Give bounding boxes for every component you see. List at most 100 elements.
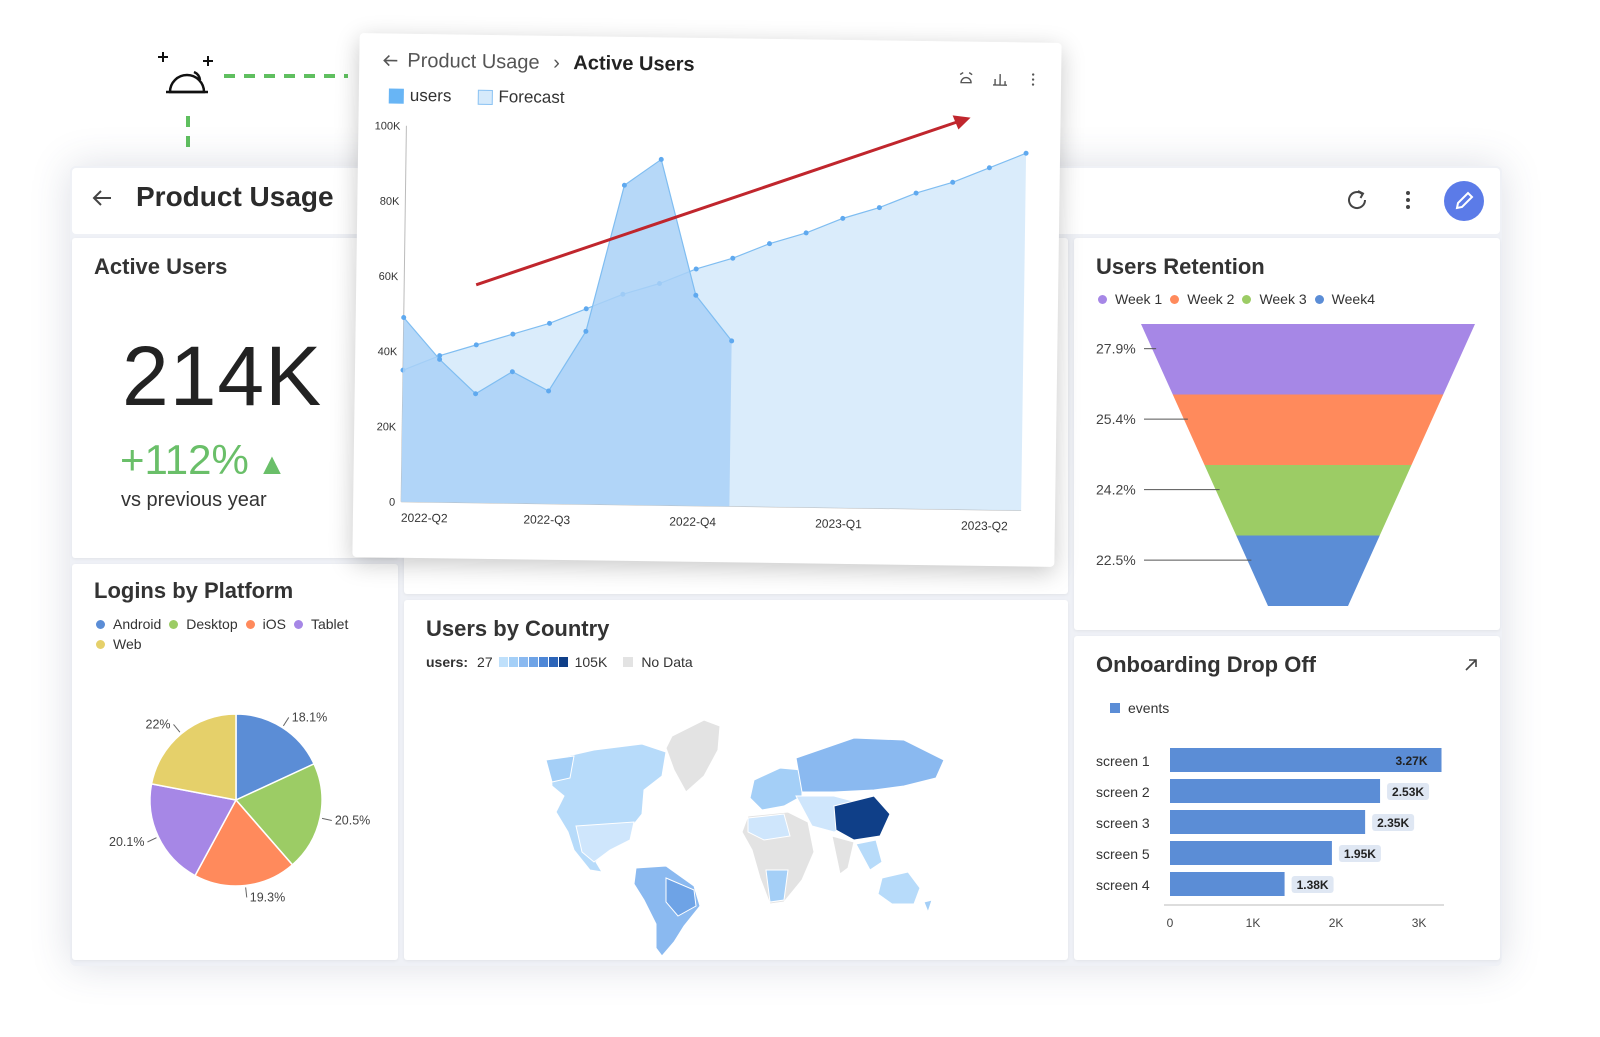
slice-label: 20.1%	[109, 835, 144, 849]
slice-label: 19.3%	[250, 890, 285, 904]
back-arrow-icon[interactable]	[381, 51, 399, 69]
data-point	[583, 328, 589, 334]
legend-dot	[293, 619, 303, 629]
funnel-segment	[1141, 324, 1475, 395]
pie-slice	[149, 783, 238, 877]
platform-legend: Android Desktop iOS Tablet Web	[96, 616, 376, 652]
more-options-icon[interactable]	[1394, 186, 1422, 214]
world-map	[545, 719, 945, 957]
slice-leader-line	[245, 887, 248, 898]
y-tick-label: 100K	[375, 120, 402, 132]
trend-arrowhead	[952, 115, 971, 130]
scale-step	[518, 657, 528, 667]
map-region	[665, 719, 721, 793]
scale-step	[508, 657, 518, 667]
legend-item: Web	[96, 636, 142, 652]
bar-label: 3.27K	[1395, 754, 1427, 768]
data-point	[913, 190, 919, 196]
legend-dot	[96, 619, 105, 629]
users-by-country-card[interactable]: Users by Country users: 27 105K No Data	[404, 600, 1068, 960]
scale-step	[538, 657, 548, 667]
bar-label-bg	[1372, 814, 1415, 831]
legend-label: Desktop	[186, 616, 238, 632]
data-point	[730, 255, 736, 261]
pencil-icon	[1455, 191, 1474, 210]
x-tick-label: 2022-Q3	[523, 512, 570, 527]
dashboard-header: Product Usage	[72, 168, 1500, 234]
logins-by-platform-card[interactable]: Logins by Platform Android Desktop iOS Tabl…	[72, 564, 398, 960]
bar-label: 1.95K	[1344, 847, 1376, 861]
legend-item: Week 1	[1098, 291, 1162, 307]
active-users-area-chart: 0 20K 40K 60K 80K 100K 2022-Q2 2022-Q3 2022-Q4 20…	[375, 115, 1029, 533]
funnel-label: 24.2%	[1096, 482, 1136, 498]
card-title: Logins by Platform	[94, 578, 294, 603]
data-point	[693, 266, 699, 272]
data-point	[583, 306, 589, 312]
map-region	[855, 839, 883, 871]
bar-label-bg	[1291, 876, 1334, 893]
legend-label: Week 2	[1187, 291, 1235, 307]
active-users-popup[interactable]: Product Usage › Active Users users Forec…	[352, 33, 1062, 567]
alarm-icon[interactable]	[957, 69, 975, 87]
category-label: screen 5	[1096, 846, 1150, 862]
legend-item: Tablet	[293, 616, 349, 632]
refresh-icon[interactable]	[1343, 186, 1371, 214]
map-region	[833, 795, 891, 841]
bar-label: 1.38K	[1297, 878, 1329, 892]
y-tick-label: 0	[389, 497, 395, 509]
onboarding-drop-off-card[interactable]: Onboarding Drop Off events 0 1K 2K 3K screen…	[1074, 636, 1500, 960]
connector-decoration	[158, 52, 348, 150]
dashboard: Product Usage Active Users 214K +112% ▲ …	[70, 166, 1502, 966]
page-title: Product Usage	[136, 181, 334, 212]
scale-step	[548, 657, 558, 667]
slice-label: 22%	[146, 717, 171, 731]
chart-type-icon[interactable]	[991, 70, 1009, 88]
legend-label: Tablet	[310, 616, 349, 632]
data-point	[473, 391, 479, 397]
more-options-icon[interactable]	[1024, 70, 1042, 88]
legend-item: Week4	[1314, 291, 1375, 307]
legend-item: events	[1110, 700, 1169, 716]
x-tick-label: 3K	[1412, 916, 1427, 930]
data-point	[950, 179, 956, 185]
card-title: Active Users	[94, 254, 228, 279]
legend-swatch	[1110, 703, 1120, 713]
bar	[1170, 748, 1442, 772]
no-data-swatch	[623, 657, 634, 667]
slice-label: 20.5%	[335, 813, 370, 827]
y-tick-label: 60K	[379, 271, 399, 283]
edit-button[interactable]	[1444, 181, 1484, 221]
kpi-value: 214K	[122, 329, 323, 423]
data-point	[401, 315, 407, 321]
map-region	[877, 871, 921, 905]
active-users-card[interactable]: Active Users 214K +112% ▲ vs previous ye…	[72, 238, 398, 558]
legend-min: 27	[477, 654, 493, 670]
legend-dot	[245, 619, 255, 629]
kpi-change: +112% ▲	[120, 436, 287, 483]
data-point	[510, 331, 516, 337]
map-region	[923, 899, 933, 914]
category-label: screen 2	[1096, 784, 1150, 800]
pie-slice	[234, 762, 323, 866]
legend-item: Android	[96, 616, 161, 632]
card-title: Users by Country	[426, 616, 610, 641]
card-title: Onboarding Drop Off	[1096, 652, 1316, 677]
expand-icon[interactable]	[1462, 656, 1480, 674]
x-tick-label: 2022-Q4	[669, 514, 716, 529]
bulb-icon	[158, 52, 213, 94]
back-arrow-icon[interactable]	[90, 186, 114, 210]
map-region	[545, 755, 575, 783]
bar-label-bg	[1338, 845, 1381, 862]
data-point	[473, 342, 479, 348]
data-point	[803, 230, 809, 236]
map-region	[795, 737, 945, 793]
legend-item: Week 3	[1242, 291, 1307, 307]
trend-arrow	[475, 120, 959, 287]
bar	[1170, 872, 1285, 896]
bar-label: 2.35K	[1377, 816, 1409, 830]
funnel-segment	[1172, 394, 1444, 465]
users-retention-card[interactable]: Users Retention Week 1 Week 2 Week 3 Week4 …	[1074, 238, 1500, 630]
data-point	[876, 205, 882, 211]
series-line-users	[403, 158, 733, 395]
data-point	[509, 369, 515, 375]
